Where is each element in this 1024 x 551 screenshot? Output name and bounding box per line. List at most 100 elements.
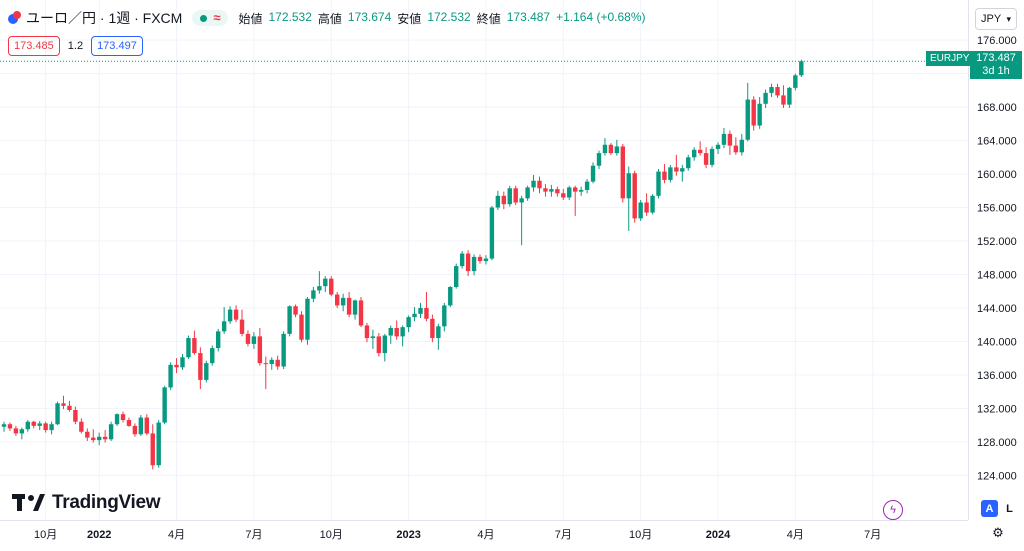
candle	[221, 307, 227, 334]
candle	[721, 128, 727, 149]
candle	[394, 320, 399, 340]
price-axis-ticks: 176.000172.000168.000164.000160.000156.0…	[977, 35, 1017, 482]
candle	[352, 299, 358, 320]
candle-body	[245, 333, 251, 344]
candle	[697, 141, 703, 156]
candle	[382, 333, 387, 362]
candle	[323, 276, 328, 293]
candle-body	[364, 325, 370, 339]
candle-body	[638, 202, 643, 219]
candle	[561, 189, 566, 200]
candle	[799, 59, 804, 77]
lightning-icon[interactable]: ϟ	[883, 500, 903, 520]
candle	[751, 96, 756, 131]
candle-body	[85, 431, 90, 438]
candle-body	[180, 357, 185, 368]
symbol-title[interactable]: ユーロ／円 · 1週 · FXCM	[26, 10, 183, 26]
candle-body	[198, 353, 203, 380]
candle-body	[186, 338, 191, 358]
candle-body	[120, 414, 126, 421]
price-axis[interactable]: 176.000172.000168.000164.000160.000156.0…	[968, 0, 1024, 520]
price-tick-label: 128.000	[977, 437, 1017, 449]
candle	[132, 423, 138, 437]
candle-body	[162, 387, 167, 423]
candle-body	[108, 424, 114, 440]
candle	[590, 162, 596, 184]
candle-body	[626, 173, 631, 199]
auto-scale-button[interactable]: A	[981, 500, 998, 517]
candle	[614, 139, 620, 156]
candle-body	[448, 287, 453, 306]
candle-body	[31, 421, 36, 426]
candle	[192, 330, 197, 355]
ohlc-values: 始値 172.532 高値 173.674 安値 172.532 終値 173.…	[238, 10, 645, 27]
candle	[269, 357, 274, 370]
candle-body	[495, 195, 501, 208]
candle	[680, 164, 685, 182]
candle	[549, 184, 554, 197]
open-label: 始値	[238, 11, 263, 26]
time-tick-label: 10月	[34, 529, 57, 541]
candle-body	[513, 188, 518, 203]
candle	[13, 425, 19, 436]
candle-body	[150, 433, 155, 466]
candle-body	[787, 87, 792, 105]
candle-body	[454, 266, 459, 288]
candle	[793, 73, 798, 91]
quote-row: 173.485 1.2 173.497	[8, 36, 143, 56]
candle	[489, 205, 495, 261]
candle	[102, 430, 108, 443]
time-axis-ticks: 10月 2022 4月 7月 10月 2023 4月 7月 10月 2024 4月 7月	[34, 529, 881, 541]
candle-body	[674, 167, 679, 172]
candle-body	[578, 189, 584, 192]
grid-lines	[0, 0, 968, 520]
candle	[757, 97, 762, 129]
candle	[150, 424, 155, 470]
candle	[370, 329, 376, 349]
candle-body	[656, 171, 661, 196]
candle-body	[19, 429, 25, 434]
candle-body	[686, 157, 691, 169]
last-price-tag: 173.487 3d 1h	[970, 51, 1022, 79]
candle-body	[233, 309, 239, 320]
time-tick-label: 4月	[787, 529, 804, 541]
candle	[578, 186, 584, 196]
candle	[769, 83, 774, 98]
candle	[703, 147, 709, 169]
candle-body	[102, 436, 108, 440]
candle	[483, 255, 489, 265]
candle-body	[692, 149, 697, 158]
candle	[471, 254, 477, 276]
time-tick-label: 4月	[477, 529, 494, 541]
tradingview-logo[interactable]: TradingView	[12, 492, 161, 514]
time-axis[interactable]: 10月 2022 4月 7月 10月 2023 4月 7月 10月 2024 4月 7月	[0, 520, 968, 545]
candle-body	[1, 424, 7, 427]
gear-icon[interactable]: ⚙	[992, 525, 1004, 540]
candle	[251, 332, 257, 349]
candle	[632, 170, 637, 223]
candle-body	[614, 146, 620, 154]
time-tick-label: 4月	[168, 529, 185, 541]
candle-body	[275, 359, 280, 367]
candle-body	[745, 99, 750, 140]
candle-body	[775, 87, 780, 96]
buy-button[interactable]: 173.497	[91, 36, 143, 56]
symbol-price-tag: EURJPY	[926, 51, 974, 66]
candle-body	[293, 306, 298, 315]
candle	[97, 432, 102, 446]
candle	[513, 185, 518, 206]
candle	[573, 185, 578, 216]
legend-header: ユーロ／円 · 1週 · FXCM ≈ 始値 172.532 高値 173.67…	[0, 0, 968, 36]
sell-button[interactable]: 173.485	[8, 36, 60, 56]
candle-body	[733, 145, 739, 153]
candle	[674, 154, 679, 176]
market-status[interactable]: ≈	[192, 10, 229, 26]
candle-body	[590, 165, 596, 182]
time-tick-label: 7月	[555, 529, 572, 541]
candle-body	[697, 149, 703, 154]
log-scale-button[interactable]: L	[1006, 502, 1013, 515]
candle-body	[573, 187, 578, 192]
currency-selector[interactable]: JPY ▾	[975, 8, 1017, 30]
